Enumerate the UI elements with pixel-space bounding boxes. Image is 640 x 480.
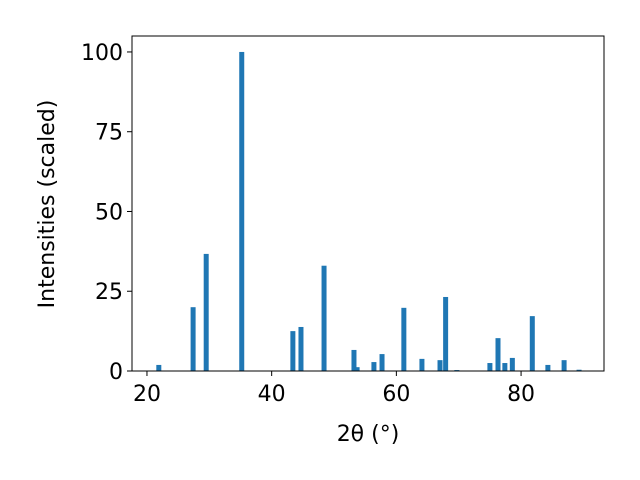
bar — [401, 307, 407, 371]
bar — [561, 360, 567, 371]
y-tick-label: 100 — [81, 41, 123, 66]
bar — [379, 354, 385, 371]
bar — [437, 360, 443, 371]
bar — [371, 362, 377, 371]
x-axis-label: 2θ (°) — [337, 422, 400, 447]
bar — [576, 369, 582, 371]
bar — [419, 358, 425, 371]
bar — [156, 364, 162, 371]
plot-frame — [131, 35, 605, 372]
bar — [443, 296, 449, 371]
bar — [321, 265, 327, 371]
bar — [495, 338, 501, 371]
bar — [487, 363, 493, 371]
y-tick-label: 75 — [95, 121, 123, 146]
x-tick-label: 60 — [382, 382, 410, 407]
y-axis-label: Intensities (scaled) — [35, 100, 60, 309]
bar — [354, 367, 360, 371]
bar — [509, 357, 515, 371]
bar — [529, 316, 535, 371]
bar — [502, 363, 508, 371]
bar — [239, 51, 245, 371]
bar — [203, 253, 209, 371]
x-tick-label: 20 — [133, 382, 161, 407]
bar — [290, 331, 296, 371]
y-tick-label: 50 — [95, 200, 123, 225]
bar — [298, 326, 304, 371]
bar — [190, 307, 196, 371]
y-tick-label: 0 — [109, 360, 123, 385]
bar — [545, 364, 551, 371]
y-tick-label: 25 — [95, 280, 123, 305]
x-tick-label: 40 — [258, 382, 286, 407]
bar — [351, 349, 357, 371]
x-tick-label: 80 — [507, 382, 535, 407]
